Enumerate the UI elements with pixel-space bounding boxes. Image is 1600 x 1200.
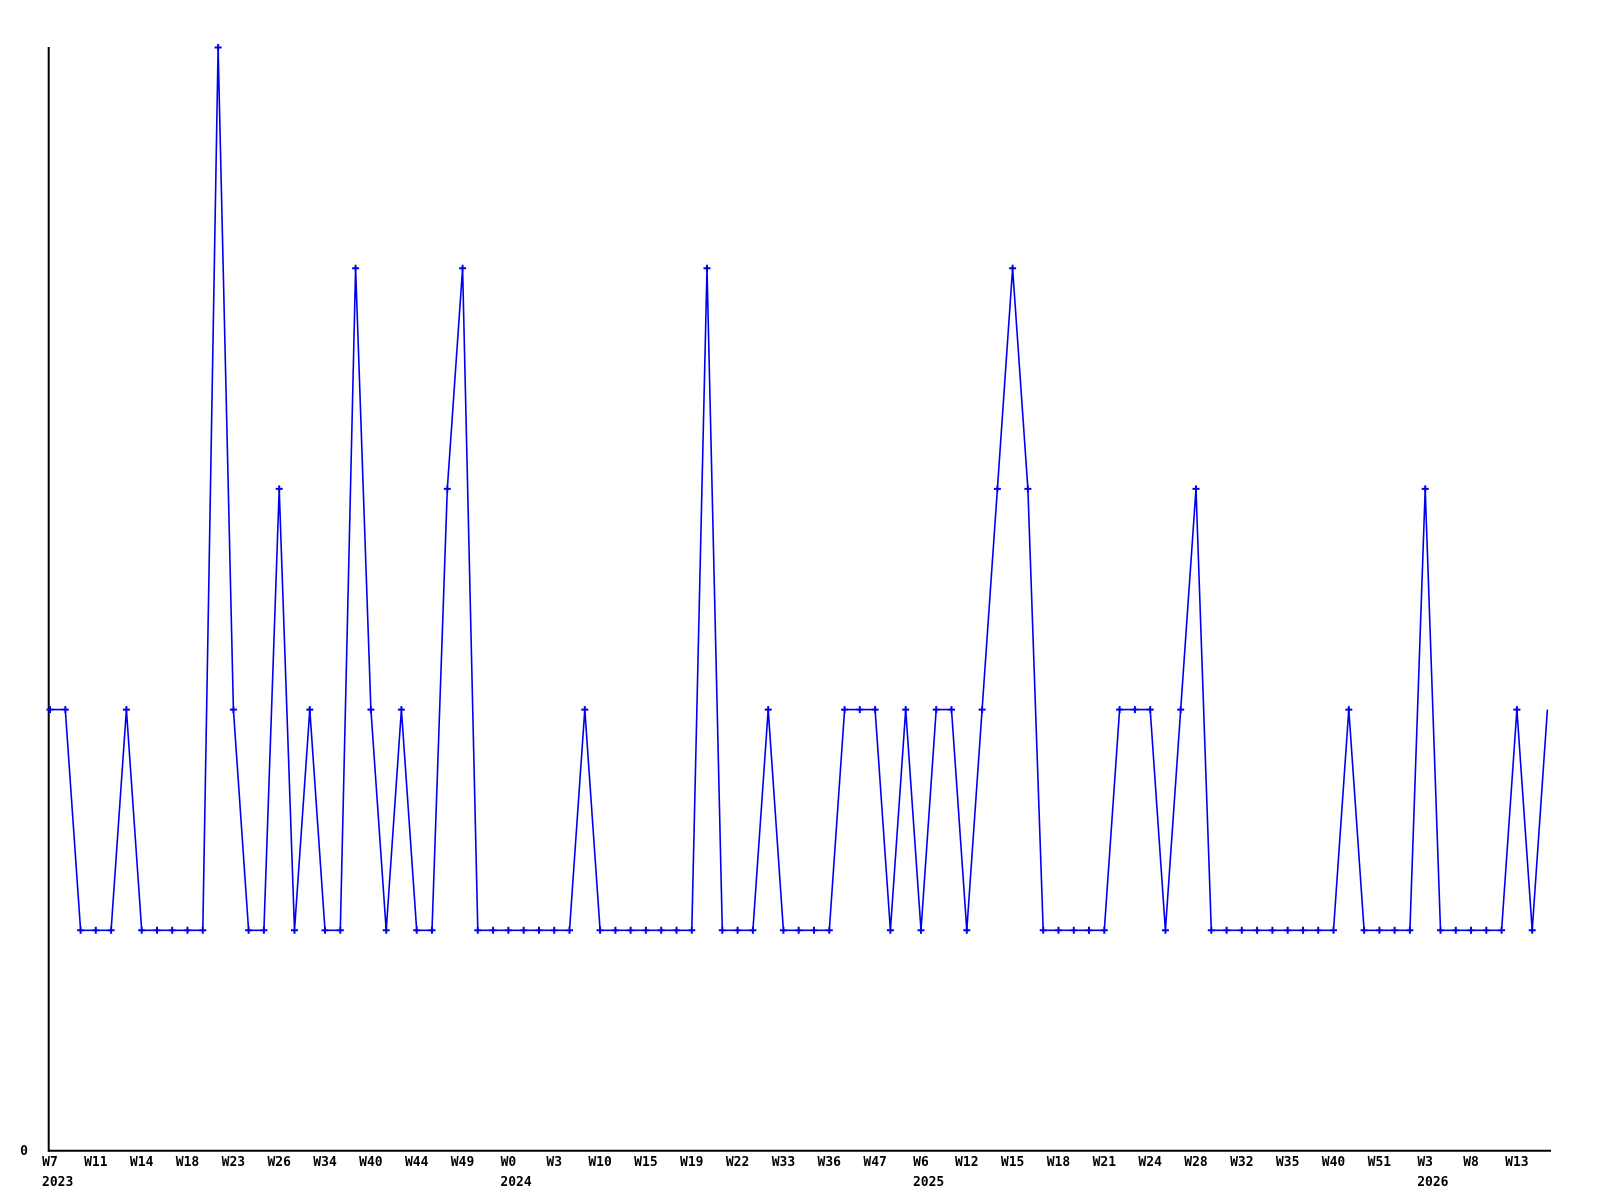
x-tick-label: W32: [1230, 1155, 1254, 1170]
x-tick-label: W3: [1417, 1155, 1434, 1170]
x-year-label: 2026: [1417, 1175, 1449, 1190]
x-tick-label: W35: [1275, 1155, 1300, 1170]
x-year-label: 2025: [912, 1175, 945, 1190]
x-tick-label: W28: [1184, 1155, 1208, 1170]
x-tick-label: W22: [725, 1155, 750, 1170]
x-tick-label: W49: [450, 1155, 475, 1170]
x-tick-label: W15: [634, 1155, 658, 1170]
x-tick-label: W40: [1321, 1155, 1346, 1170]
x-tick-label: W26: [267, 1155, 291, 1170]
x-tick-label: W15: [1000, 1155, 1025, 1170]
x-tick-label: W23: [221, 1155, 246, 1170]
x-tick-label: W47: [863, 1155, 887, 1170]
x-tick-label: W33: [771, 1155, 796, 1170]
x-tick-label: W34: [313, 1155, 337, 1170]
x-year-label: 2023: [42, 1175, 74, 1190]
x-tick-label: W24: [1138, 1155, 1162, 1170]
y-axis-label-zero: 0: [20, 1144, 28, 1159]
x-tick-label: W18: [1046, 1155, 1071, 1170]
x-tick-label: W10: [588, 1155, 612, 1170]
x-tick-label: W11: [84, 1155, 108, 1170]
x-tick-label: W36: [817, 1155, 842, 1170]
x-tick-label: W51: [1367, 1155, 1392, 1170]
x-tick-label: W40: [359, 1155, 383, 1170]
data-series-line: [50, 47, 1549, 932]
x-tick-label: W0: [500, 1155, 517, 1170]
x-tick-label: W8: [1463, 1155, 1479, 1170]
x-tick-label: W7: [42, 1155, 58, 1170]
x-tick-label: W21: [1092, 1155, 1117, 1170]
x-tick-label: W3: [546, 1155, 563, 1170]
x-tick-label: W44: [404, 1155, 429, 1170]
x-year-label: 2024: [500, 1175, 532, 1190]
data-point-markers: [46, 44, 1536, 934]
x-tick-label: W12: [955, 1155, 979, 1170]
x-tick-label: W19: [680, 1155, 704, 1170]
x-tick-label: W14: [129, 1155, 154, 1170]
x-tick-label: W6: [913, 1155, 929, 1170]
x-tick-label: W13: [1505, 1155, 1529, 1170]
x-tick-label: W18: [175, 1155, 200, 1170]
